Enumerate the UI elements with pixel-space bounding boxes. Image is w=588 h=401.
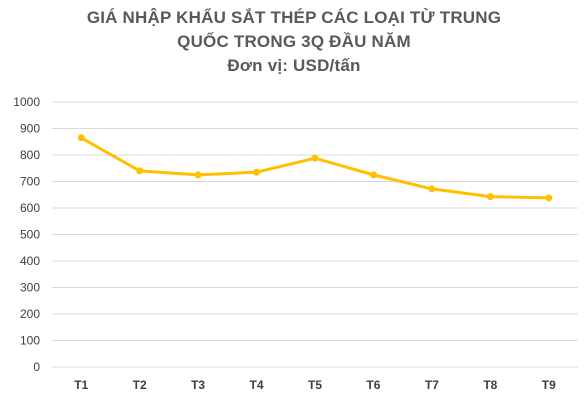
data-point [311,154,319,162]
x-axis-tick-labels: T1 T2 T3 T4 T5 T6 T7 T8 T9 [74,378,556,392]
x-tick-label: T7 [425,378,439,392]
y-tick-label: 100 [20,334,40,348]
data-point [428,185,436,193]
y-tick-label: 0 [33,360,40,374]
y-tick-label: 800 [20,148,40,162]
x-tick-label: T8 [483,378,497,392]
x-tick-label: T3 [191,378,205,392]
x-tick-label: T2 [133,378,147,392]
data-point [369,171,377,179]
x-tick-label: T5 [308,378,322,392]
chart-subtitle: Đơn vị: USD/tấn [227,56,361,75]
data-point [194,171,202,179]
data-point [486,193,494,201]
chart-title: GIÁ NHẬP KHẨU SẮT THÉP CÁC LOẠI TỪ TRUNG… [0,6,588,78]
y-tick-label: 900 [20,122,40,136]
y-tick-label: 300 [20,281,40,295]
chart-title-line-2: QUỐC TRONG 3Q ĐẦU NĂM [177,32,411,51]
x-tick-label: T1 [74,378,88,392]
x-tick-label: T9 [542,378,556,392]
y-tick-label: 200 [20,307,40,321]
y-tick-label: 400 [20,254,40,268]
gridlines [52,101,578,368]
y-tick-label: 1000 [13,95,40,109]
chart-title-line-1: GIÁ NHẬP KHẨU SẮT THÉP CÁC LOẠI TỪ TRUNG [86,8,502,27]
x-tick-label: T4 [250,378,264,392]
y-tick-label: 500 [20,228,40,242]
data-point [136,167,144,175]
data-point [545,194,553,202]
data-points [77,134,553,202]
y-tick-label: 600 [20,201,40,215]
y-tick-label: 700 [20,175,40,189]
data-point [77,134,85,142]
data-point [253,168,261,176]
y-axis-tick-labels: 0 100 200 300 400 500 600 700 800 900 1000 [13,95,40,374]
x-tick-label: T6 [366,378,380,392]
series-line [80,136,549,200]
